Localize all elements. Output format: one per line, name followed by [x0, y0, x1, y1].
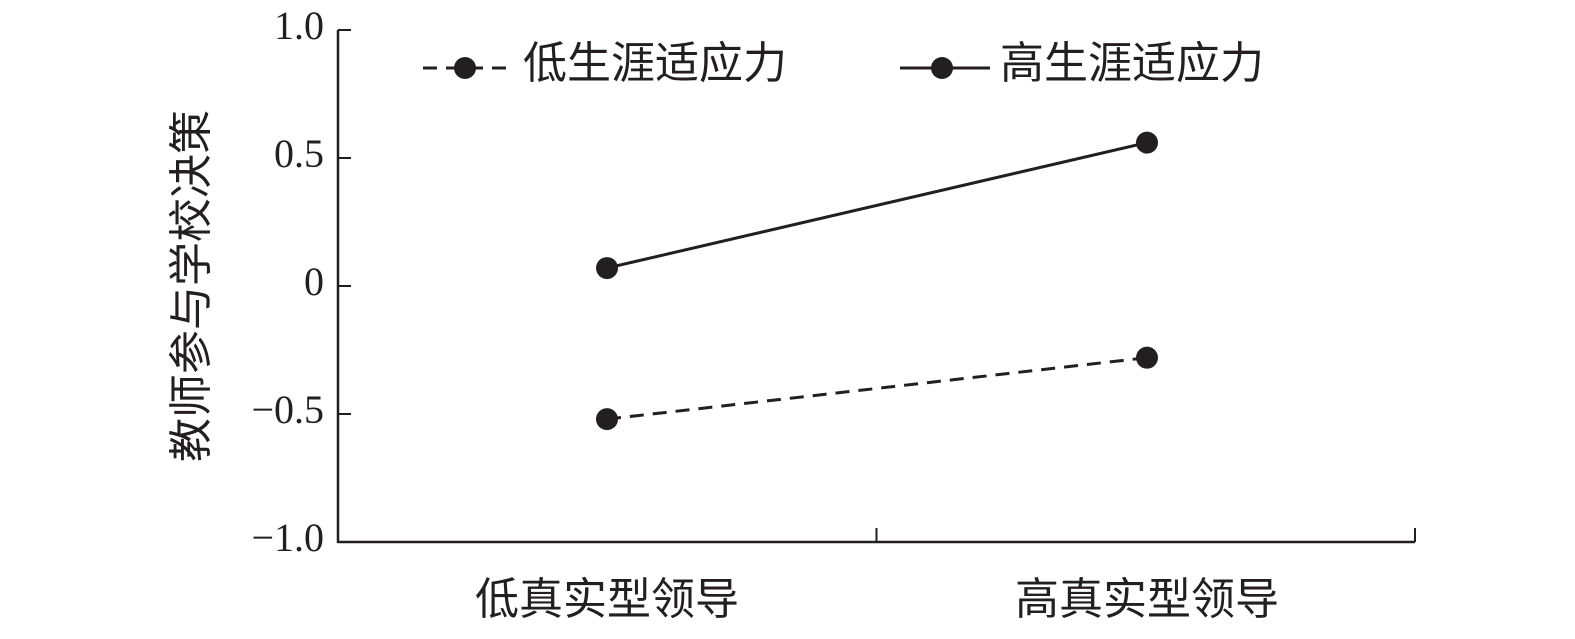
- data-point: [596, 257, 618, 280]
- legend-marker: [454, 57, 476, 79]
- x-tick-label: 高真实型领导: [1015, 575, 1279, 624]
- data-point: [596, 408, 618, 431]
- y-tick-label: −0.5: [251, 387, 324, 432]
- series-2: [596, 131, 1158, 280]
- y-axis-label: 教师参与学校决策: [167, 110, 216, 462]
- series: [596, 131, 1158, 431]
- y-tick-label: 1.0: [274, 3, 324, 48]
- series-1: [596, 346, 1158, 431]
- axes: [336, 30, 1416, 544]
- y-tick-label: −1.0: [251, 515, 324, 560]
- legend-label: 低生涯适应力: [523, 39, 787, 88]
- data-point: [1136, 131, 1158, 154]
- y-tick-label: 0: [304, 259, 324, 304]
- series-line: [606, 141, 1148, 270]
- y-tick-label: 0.5: [274, 131, 324, 176]
- legend-item: 高生涯适应力: [900, 39, 1264, 88]
- legend-marker: [931, 57, 953, 79]
- legend-label: 高生涯适应力: [1000, 39, 1264, 88]
- series-line: [606, 356, 1148, 421]
- y-ticks: 1.0 0.5 0 −0.5 −1.0: [251, 3, 351, 560]
- data-point: [1136, 346, 1158, 369]
- x-tick-label: 低真实型领导: [475, 575, 739, 624]
- legend-item: 低生涯适应力: [423, 39, 787, 88]
- legend: 低生涯适应力 高生涯适应力: [423, 39, 1264, 88]
- x-ticks: 低真实型领导 高真实型领导: [475, 575, 1279, 624]
